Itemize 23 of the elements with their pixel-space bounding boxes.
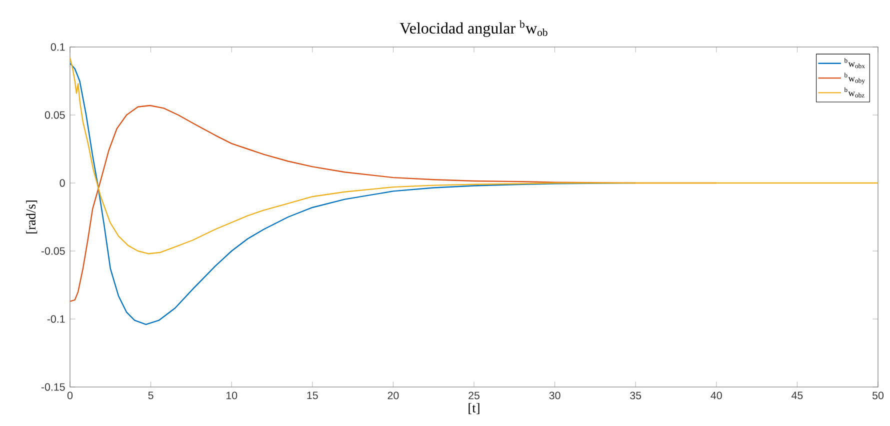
y-tick-label: -0.05 <box>41 247 65 255</box>
legend-label: $^{b}$w$_{obx}$ <box>844 58 865 68</box>
y-tick-label: 0 <box>60 179 65 187</box>
x-tick-label: 25 <box>468 392 480 400</box>
y-tick-label: 0.05 <box>44 111 65 119</box>
y-tick-label: -0.1 <box>47 315 65 323</box>
chart-title: Velocidad angular $^{b}$w$_{ob}$ <box>400 20 548 37</box>
x-tick-label: 10 <box>226 392 238 400</box>
legend-label: $^{b}$w$_{oby}$ <box>844 72 865 84</box>
x-axis-title: [t] <box>468 403 480 414</box>
legend-label: $^{b}$w$_{obz}$ <box>844 87 864 98</box>
x-tick-label: 5 <box>148 392 154 400</box>
x-tick-label: 15 <box>307 392 318 400</box>
x-tick-label: 0 <box>67 392 73 400</box>
x-tick-label: 35 <box>630 392 642 400</box>
y-axis-title: [rad/s] <box>26 200 38 234</box>
x-tick-label: 20 <box>388 392 399 400</box>
y-tick-label: 0.1 <box>50 43 65 51</box>
x-tick-label: 50 <box>872 392 884 400</box>
x-tick-label: 40 <box>710 392 722 400</box>
y-tick-label: -0.15 <box>41 383 65 391</box>
x-tick-label: 45 <box>792 392 803 400</box>
x-tick-label: 30 <box>549 392 560 400</box>
